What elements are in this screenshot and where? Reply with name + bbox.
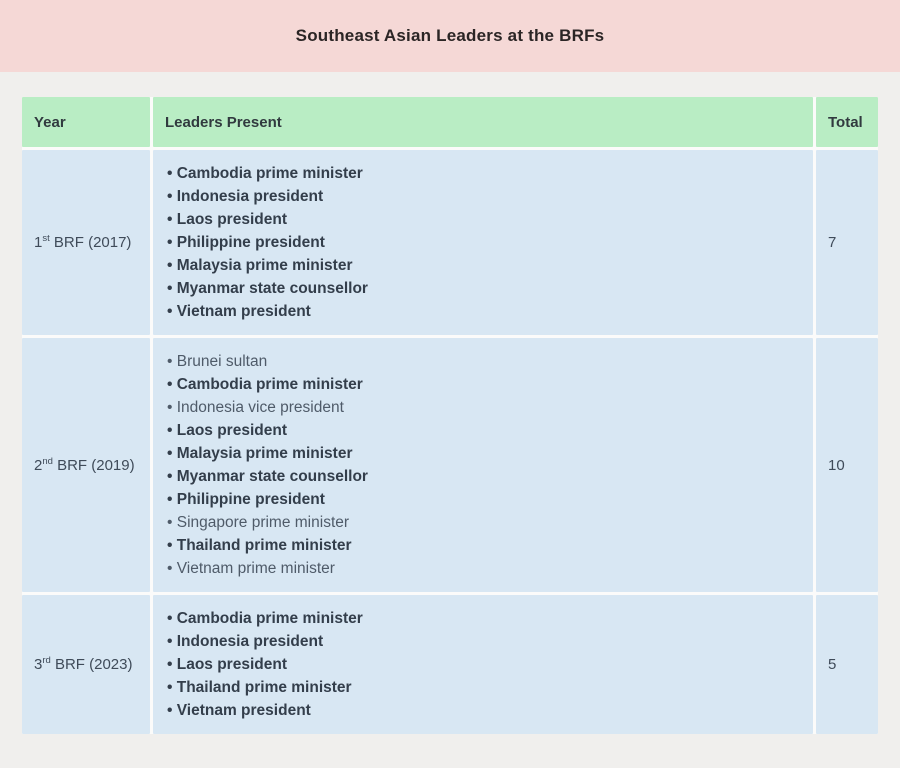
leader-item: • Cambodia prime minister bbox=[167, 376, 363, 393]
leaders-cell: • Cambodia prime minister • Indonesia pre… bbox=[153, 150, 813, 335]
column-header-year: Year bbox=[22, 97, 150, 147]
leader-item: • Malaysia prime minister bbox=[167, 257, 353, 274]
column-header-total: Total bbox=[816, 97, 878, 147]
title-banner: Southeast Asian Leaders at the BRFs bbox=[0, 0, 900, 72]
leader-item: • Indonesia president bbox=[167, 633, 324, 650]
leaders-cell: • Brunei sultan • Cambodia prime minister… bbox=[153, 338, 813, 592]
leaders-cell: • Cambodia prime minister • Indonesia pre… bbox=[153, 595, 813, 734]
total-cell: 5 bbox=[816, 595, 878, 734]
year-cell: 2nd BRF (2019) bbox=[22, 338, 150, 592]
column-header-leaders: Leaders Present bbox=[153, 97, 813, 147]
total-value: 7 bbox=[828, 234, 837, 251]
page-title: Southeast Asian Leaders at the BRFs bbox=[295, 26, 605, 45]
leader-item: • Indonesia president bbox=[167, 188, 324, 205]
total-cell: 10 bbox=[816, 338, 878, 592]
leader-item: • Vietnam prime minister bbox=[167, 560, 335, 577]
total-value: 5 bbox=[828, 656, 837, 673]
leader-item: • Cambodia prime minister bbox=[167, 165, 363, 182]
leader-item: • Myanmar state counsellor bbox=[167, 280, 368, 297]
year-label: 3rd BRF (2023) bbox=[34, 655, 133, 673]
leader-item: • Singapore prime minister bbox=[167, 514, 350, 531]
leader-item: • Myanmar state counsellor bbox=[167, 468, 368, 485]
leaders-table: Year Leaders Present Total 1st BRF (2017… bbox=[22, 97, 878, 734]
total-cell: 7 bbox=[816, 150, 878, 335]
leader-item: • Brunei sultan bbox=[167, 353, 268, 370]
leader-item: • Vietnam president bbox=[167, 303, 311, 320]
year-label: 2nd BRF (2019) bbox=[34, 455, 135, 474]
leader-item: • Philippine president bbox=[167, 234, 325, 251]
leader-item: • Laos president bbox=[167, 656, 287, 673]
leader-item: • Laos president bbox=[167, 422, 287, 439]
leader-item: • Malaysia prime minister bbox=[167, 445, 353, 462]
total-value: 10 bbox=[828, 456, 845, 474]
leader-item: • Vietnam president bbox=[167, 702, 311, 719]
year-cell: 3rd BRF (2023) bbox=[22, 595, 150, 734]
leader-item: • Thailand prime minister bbox=[167, 537, 352, 554]
leader-item: • Philippine president bbox=[167, 491, 325, 508]
leader-item: • Cambodia prime minister bbox=[167, 610, 363, 627]
leader-item: • Thailand prime minister bbox=[167, 679, 352, 696]
leader-item: • Laos president bbox=[167, 211, 287, 228]
year-cell: 1st BRF (2017) bbox=[22, 150, 150, 335]
leader-item: • Indonesia vice president bbox=[167, 399, 344, 416]
year-label: 1st BRF (2017) bbox=[34, 233, 132, 251]
